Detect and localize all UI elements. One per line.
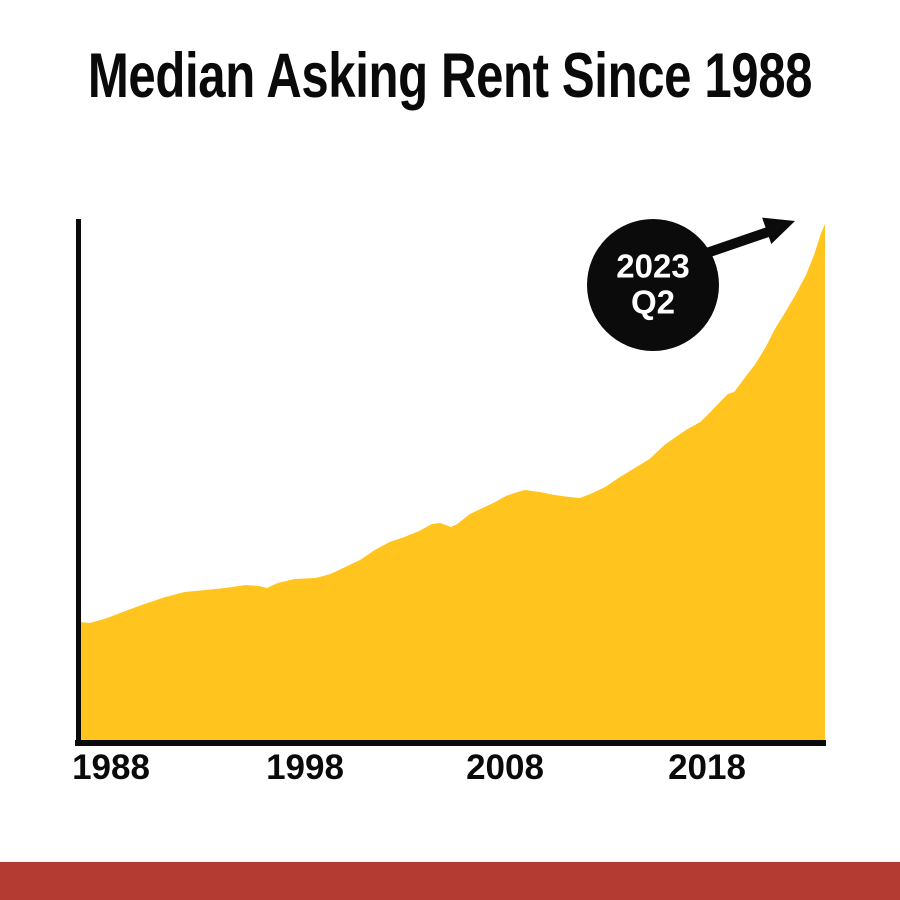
footer-accent-bar [0,862,900,900]
annotation-arrow-head-icon [762,217,795,244]
y-axis-line [76,219,81,746]
annotation-label-line2: Q2 [630,284,676,321]
x-tick-label: 1998 [266,748,344,787]
x-tick-label: 2018 [668,748,746,787]
annotation-label: 2023 Q2 [616,247,690,322]
annotation-label-line1: 2023 [616,247,690,285]
x-tick-label: 2008 [466,748,544,787]
x-tick-label: 1988 [72,748,150,787]
page-title: Median Asking Rent Since 1988 [87,41,813,111]
rent-area-series [80,224,825,743]
annotation-bubble [587,219,719,351]
x-axis-line [75,740,826,746]
